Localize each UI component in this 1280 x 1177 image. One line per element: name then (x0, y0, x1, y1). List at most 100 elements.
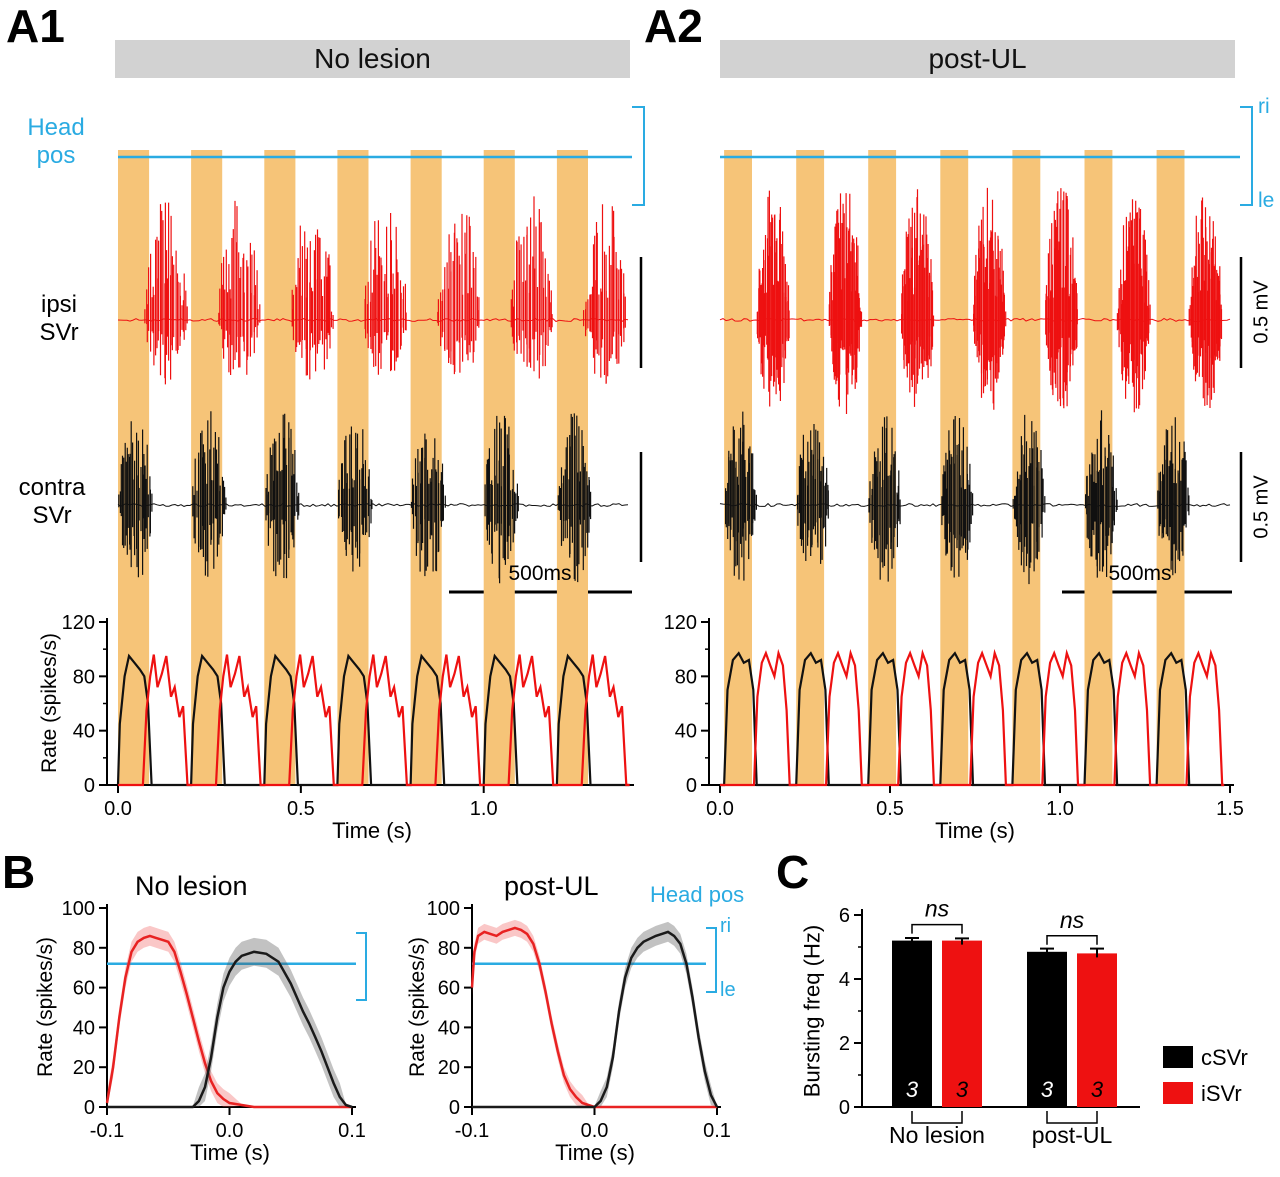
iSVr-bar (942, 940, 982, 1107)
right-label-a2: ri (1258, 95, 1270, 118)
ipsi-svr-label-line1: ipsi (40, 291, 77, 318)
cSVr-bar (1027, 951, 1067, 1107)
rate-tick-label: 80 (438, 938, 460, 960)
b2-title: post-UL (504, 871, 599, 901)
time-axis-label-b1: Time (s) (190, 1140, 270, 1165)
head-pos-bracket-a2 (1240, 106, 1253, 206)
rate-tick-label: 100 (62, 898, 95, 920)
contra-svr-label: contra SVr (0, 474, 104, 529)
head-pos-label-line2: pos (36, 141, 76, 169)
ns-bracket (911, 923, 963, 934)
n-label: 3 (1041, 1077, 1054, 1102)
legend-swatch (1163, 1082, 1193, 1104)
head-pos-label-line1: Head (27, 114, 85, 141)
head-pos-bracket-a1 (632, 106, 645, 206)
cSVr-error-band (472, 921, 717, 1107)
rate-tick-label: 20 (73, 1057, 95, 1079)
contra-svr-label-line2: SVr (32, 501, 72, 529)
iSVr-mean-curve (105, 934, 352, 1109)
left-label-b2: le (720, 979, 736, 1001)
rate-tick-label: 100 (427, 898, 460, 920)
time-tick-label: 1.0 (1046, 798, 1074, 820)
rate-axis-label-b1: Rate (spikes/s) (33, 936, 57, 1078)
panel-label-b: B (2, 846, 36, 898)
rate-tick-label: 0 (84, 775, 95, 797)
time-tick-label: 0.5 (287, 798, 315, 820)
ipsi-SVr-rate-curve (720, 648, 1225, 787)
time-tick-label: 0.0 (104, 798, 132, 820)
time-tick-label: 0.5 (876, 798, 904, 820)
cSVr-bar (892, 940, 932, 1107)
ipsi-svr-label-line2: SVr (39, 318, 79, 346)
head-pos-bracket-b1 (356, 932, 367, 1001)
rate-tick-label: 120 (62, 612, 95, 634)
time-tick-label: -0.1 (455, 1120, 489, 1142)
n-label: 3 (1091, 1077, 1104, 1102)
rate-tick-label: 120 (664, 612, 697, 634)
rate-axis-label-b2: Rate (spikes/s) (405, 936, 429, 1078)
time-tick-label: 0.0 (706, 798, 734, 820)
rate-tick-label: 0 (449, 1097, 460, 1119)
cSVr-error-band (107, 937, 352, 1107)
time-tick-label: -0.1 (90, 1120, 124, 1142)
contra-svr-label-line1: contra (18, 474, 86, 501)
group-label: post-UL (1032, 1122, 1113, 1148)
contra-SVr-rate-curve (116, 653, 630, 787)
panel-header-a1: No lesion (115, 40, 630, 78)
rate-axis-label-a1: Rate (spikes/s) (37, 632, 61, 774)
rate-tick-label: 80 (73, 938, 95, 960)
legend-label: cSVr (1201, 1045, 1248, 1070)
head-pos-label: Head pos (14, 114, 98, 169)
panel-header-a2: post-UL (720, 40, 1235, 78)
rate-tick-label: 40 (73, 1017, 95, 1039)
left-label-a2: le (1258, 189, 1275, 212)
freq-tick-label: 0 (839, 1097, 850, 1119)
time-tick-label: 0.1 (703, 1120, 731, 1142)
rate-tick-label: 80 (73, 666, 95, 688)
right-label-b2: ri (720, 915, 732, 937)
b1-title: No lesion (135, 871, 248, 901)
voltage-scalebar-label-contra-a2: 0.5 mV (1250, 475, 1273, 539)
time-axis-label-a1: Time (s) (332, 818, 412, 843)
time-axis-label-b2: Time (s) (555, 1140, 635, 1165)
rate-tick-label: 40 (438, 1017, 460, 1039)
ns-bracket (1046, 935, 1098, 945)
time-tick-label: 0.0 (216, 1120, 244, 1142)
rate-tick-label: 40 (73, 721, 95, 743)
ipsi-SVr-rate-curve (118, 654, 630, 787)
panel-label-c: C (776, 846, 810, 898)
time-tick-label: 1.0 (470, 798, 498, 820)
time-scalebar-label-a1: 500ms (508, 562, 572, 585)
iSVr-bar (1077, 953, 1117, 1107)
ns-label: ns (1060, 907, 1085, 933)
rate-tick-label: 0 (686, 775, 697, 797)
time-tick-label: 0.1 (338, 1120, 366, 1142)
time-tick-label: 1.5 (1216, 798, 1244, 820)
iSVr-error-band (107, 925, 352, 1107)
panel-label-a1: A1 (6, 0, 65, 52)
head-pos-bracket-b2 (706, 927, 717, 993)
freq-tick-label: 4 (839, 969, 850, 991)
ipsi-svr-label: ipsi SVr (20, 291, 98, 346)
group-label: No lesion (889, 1122, 985, 1148)
voltage-scalebar-label-ipsi-a2: 0.5 mV (1250, 280, 1273, 344)
rate-tick-label: 40 (675, 721, 697, 743)
legend-swatch (1163, 1046, 1193, 1068)
n-label: 3 (906, 1077, 919, 1102)
n-label: 3 (956, 1077, 969, 1102)
group-bracket (911, 1111, 963, 1124)
group-bracket (1046, 1111, 1098, 1124)
time-axis-label-a2: Time (s) (935, 818, 1015, 843)
iSVr-mean-curve (470, 926, 717, 1109)
bursting-axis-label-c: Bursting freq (Hz) (799, 924, 825, 1098)
panel-label-a2: A2 (644, 0, 703, 52)
ns-label: ns (925, 896, 950, 922)
legend-label: iSVr (1201, 1081, 1242, 1106)
time-scalebar-label-a2: 500ms (1108, 562, 1172, 585)
rate-tick-label: 0 (84, 1097, 95, 1119)
cSVr-mean-curve (107, 950, 353, 1109)
rate-tick-label: 60 (438, 978, 460, 1000)
cSVr-mean-curve (472, 930, 719, 1109)
